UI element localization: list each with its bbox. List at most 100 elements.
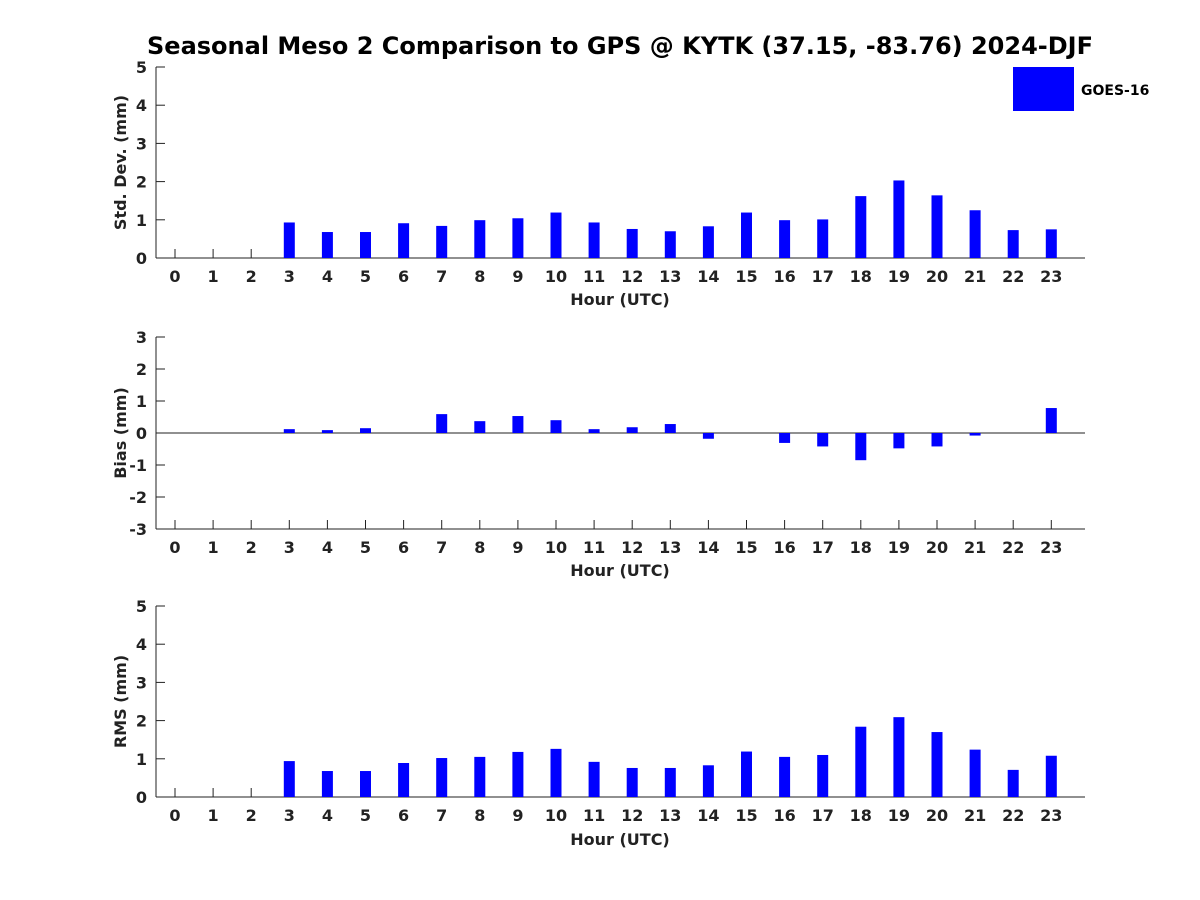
x-tick-label: 22 <box>1002 267 1024 286</box>
y-tick-label: 5 <box>136 597 147 616</box>
x-tick-label: 21 <box>964 538 986 557</box>
bar-hour-12 <box>626 767 638 797</box>
x-tick-label: 10 <box>545 267 567 286</box>
bar-hour-17 <box>817 433 829 447</box>
x-tick-label: 19 <box>888 538 910 557</box>
y-tick-label: 2 <box>136 712 147 731</box>
bar-hour-6 <box>398 223 410 258</box>
x-tick-label: 1 <box>208 538 219 557</box>
x-tick-label: 9 <box>512 267 523 286</box>
x-tick-label: 12 <box>621 267 643 286</box>
bar-hour-15 <box>741 751 752 797</box>
bar-hour-20 <box>931 732 943 797</box>
bar-hour-23 <box>1045 408 1057 433</box>
legend-label-goes-16: GOES-16 <box>1081 83 1149 99</box>
y-tick-label: 3 <box>136 673 147 692</box>
y-axis-label: RMS (mm) <box>111 655 130 748</box>
bar-hour-17 <box>817 754 829 797</box>
x-tick-label: 23 <box>1040 267 1062 286</box>
bar-hour-21 <box>969 749 981 797</box>
x-tick-label: 17 <box>812 267 834 286</box>
x-tick-label: 3 <box>284 267 295 286</box>
x-tick-label: 6 <box>398 538 409 557</box>
bar-hour-5 <box>360 771 371 797</box>
x-tick-label: 20 <box>926 538 948 557</box>
bar-hour-11 <box>588 761 600 797</box>
x-tick-label: 5 <box>360 806 371 825</box>
bar-hour-14 <box>702 765 714 797</box>
x-tick-label: 22 <box>1002 806 1024 825</box>
x-tick-label: 0 <box>169 538 180 557</box>
x-tick-label: 3 <box>284 806 295 825</box>
x-tick-label: 11 <box>583 806 605 825</box>
legend: GOES-16 <box>1013 67 1149 111</box>
x-tick-label: 23 <box>1040 806 1062 825</box>
bar-hour-5 <box>360 232 371 258</box>
legend-swatch-goes-16 <box>1013 67 1074 111</box>
bar-hour-12 <box>626 228 638 258</box>
x-tick-label: 14 <box>697 806 719 825</box>
x-tick-label: 14 <box>697 267 719 286</box>
y-tick-label: 4 <box>136 96 147 115</box>
x-axis-label: Hour (UTC) <box>570 561 670 580</box>
x-tick-label: 7 <box>436 538 447 557</box>
bar-hour-13 <box>664 424 676 433</box>
x-tick-label: 2 <box>246 267 257 286</box>
bar-hour-3 <box>283 429 295 433</box>
y-tick-label: 0 <box>136 424 147 443</box>
x-tick-label: 15 <box>735 806 757 825</box>
bar-hour-10 <box>550 212 562 258</box>
x-tick-label: 10 <box>545 806 567 825</box>
x-tick-label: 15 <box>735 267 757 286</box>
x-tick-label: 0 <box>169 267 180 286</box>
x-tick-label: 13 <box>659 538 681 557</box>
x-tick-label: 15 <box>735 538 757 557</box>
x-tick-label: 16 <box>773 267 795 286</box>
x-tick-label: 2 <box>246 538 257 557</box>
x-tick-label: 12 <box>621 806 643 825</box>
y-axis-label: Std. Dev. (mm) <box>111 95 130 230</box>
bar-hour-16 <box>779 220 791 258</box>
bar-hour-11 <box>588 429 600 433</box>
x-tick-label: 16 <box>773 538 795 557</box>
x-tick-label: 17 <box>812 806 834 825</box>
bar-hour-12 <box>626 427 638 433</box>
bar-hour-15 <box>741 212 752 258</box>
bar-hour-14 <box>702 226 714 258</box>
bar-hour-19 <box>893 433 905 449</box>
x-tick-label: 9 <box>512 538 523 557</box>
bar-hour-11 <box>588 222 600 258</box>
y-tick-label: 1 <box>136 211 147 230</box>
x-tick-label: 6 <box>398 806 409 825</box>
bar-hour-10 <box>550 420 562 433</box>
x-tick-label: 5 <box>360 538 371 557</box>
x-tick-label: 13 <box>659 806 681 825</box>
x-tick-label: 18 <box>850 538 872 557</box>
x-tick-label: 4 <box>322 806 333 825</box>
bar-hour-5 <box>360 428 371 433</box>
y-tick-label: 1 <box>136 392 147 411</box>
bar-hour-4 <box>321 771 333 797</box>
bar-hour-7 <box>436 225 448 258</box>
chart-title: Seasonal Meso 2 Comparison to GPS @ KYTK… <box>147 32 1093 60</box>
bar-hour-19 <box>893 180 905 258</box>
y-tick-label: 4 <box>136 635 147 654</box>
bar-hour-14 <box>702 433 714 439</box>
bar-hour-18 <box>855 726 867 797</box>
y-tick-label: -2 <box>129 488 147 507</box>
x-tick-label: 9 <box>512 806 523 825</box>
bar-hour-7 <box>436 414 448 433</box>
y-tick-label: 2 <box>136 360 147 379</box>
bar-hour-13 <box>664 767 676 797</box>
bar-hour-21 <box>969 210 981 258</box>
x-tick-label: 13 <box>659 267 681 286</box>
bar-hour-8 <box>474 220 486 258</box>
y-tick-label: 3 <box>136 328 147 347</box>
x-tick-label: 22 <box>1002 538 1024 557</box>
x-tick-label: 8 <box>474 538 485 557</box>
x-axis-label: Hour (UTC) <box>570 830 670 849</box>
x-tick-label: 4 <box>322 538 333 557</box>
